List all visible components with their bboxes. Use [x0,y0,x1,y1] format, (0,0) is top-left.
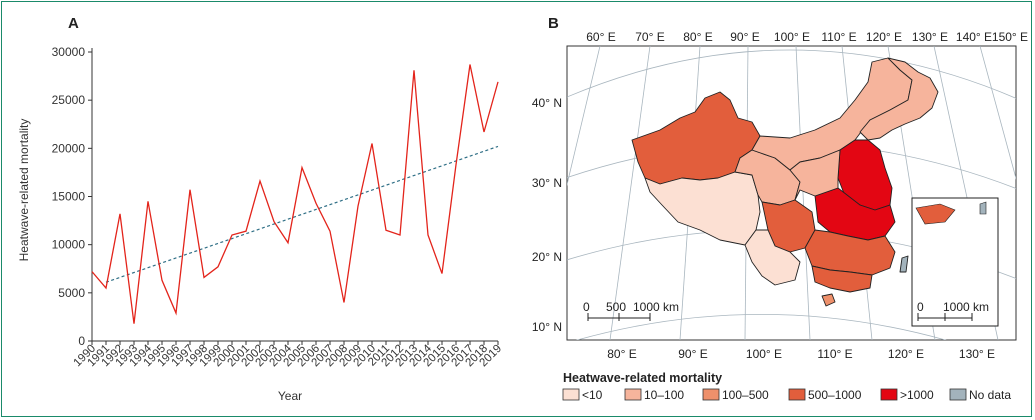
top-longitude-label: 100° E [774,30,810,44]
bottom-longitude-labels: 80° E 90° E 100° E 110° E 120° E 130° E [607,347,995,361]
scale-bar-tick-1000: 1000 km [633,300,679,314]
legend-swatch [702,388,720,401]
x-axis-label: Year [278,389,302,403]
y-tick-label: 0 [78,334,85,348]
region-central [814,187,896,241]
latitude-label: 30° N [532,176,562,190]
legend-label: >1000 [900,388,934,402]
top-longitude-label: 60° E [586,30,615,44]
y-tick-label: 5000 [58,286,85,300]
legend-swatch [788,388,806,401]
latitude-label: 20° N [532,250,562,264]
inset-scale-tick-0: 0 [917,300,924,314]
legend-title: Heatwave-related mortality [563,371,722,385]
inset-map [911,197,999,327]
scale-bar-tick-0: 0 [583,300,590,314]
legend-label: 100–500 [722,388,769,402]
legend-swatch [562,388,580,401]
legend-label: 500–1000 [808,388,862,402]
scale-bar [587,313,651,321]
bottom-longitude-label: 90° E [678,347,707,361]
legend-label: No data [969,388,1011,402]
legend-swatch [880,388,898,401]
bottom-longitude-label: 120° E [888,347,924,361]
y-axis-label: Heatwave-related mortality [17,119,31,262]
y-tick-label: 15000 [52,190,86,204]
region-west-central [789,149,841,201]
legend-swatch [624,388,642,401]
y-tick-label: 20000 [52,141,86,155]
latitude-labels: 40° N 30° N 20° N 10° N [532,96,562,334]
region-south [811,265,873,293]
inset-scale-tick-1000: 1000 km [943,300,989,314]
latitude-label: 40° N [532,96,562,110]
region-hainan [821,293,836,307]
mortality-series [91,64,499,324]
legend-label: 10–100 [644,388,684,402]
legend-label: <10 [582,388,603,402]
top-longitude-label: 90° E [730,30,759,44]
inset-scale-bar [917,313,973,321]
region-taiwan [899,255,909,273]
top-longitude-label: 140° E [956,30,992,44]
bottom-longitude-label: 130° E [959,347,995,361]
mortality-line [91,64,499,324]
top-longitude-label: 130° E [912,30,948,44]
latitude-label: 10° N [532,320,562,334]
bottom-longitude-label: 110° E [817,347,852,361]
region-northeast [859,57,939,141]
panel-b-label: B [548,15,559,32]
legend: <10 10–100 100–500 500–1000 >1000 No data [562,388,1011,402]
bottom-longitude-label: 100° E [746,347,782,361]
china-regions [631,57,939,307]
region-southwest [744,229,801,286]
top-longitude-label: 80° E [683,30,712,44]
y-tick-label: 25000 [52,93,86,107]
y-tick-label: 10000 [52,238,86,252]
top-longitude-labels: 60° E 70° E 80° E 90° E 100° E 110° E 120° E 13… [586,30,1028,44]
top-longitude-label: 70° E [635,30,664,44]
bottom-longitude-label: 80° E [607,347,636,361]
panel-a-label: A [68,15,79,32]
top-longitude-label: 120° E [866,30,902,44]
y-tick-labels: 0 5000 10000 15000 20000 25000 30000 [52,45,86,348]
region-tibet [644,171,761,246]
y-tick-label: 30000 [52,45,86,59]
legend-swatch [949,388,967,401]
chart-axes [88,48,499,345]
top-longitude-label: 110° E [821,30,856,44]
top-longitude-label: 150° E [992,30,1028,44]
scale-bar-tick-500: 500 [606,300,626,314]
